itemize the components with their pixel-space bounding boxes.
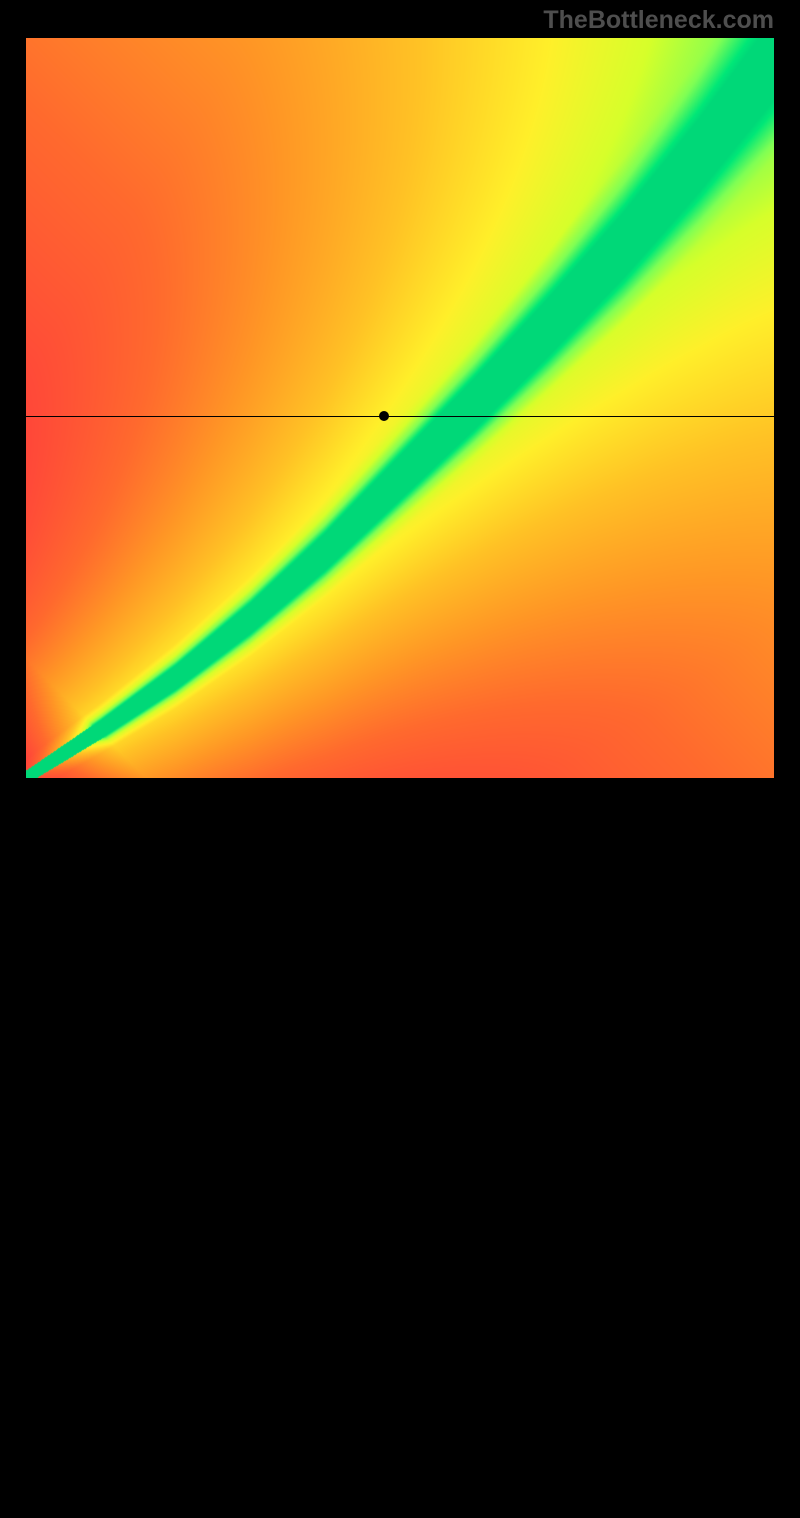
heatmap-plot-area bbox=[26, 38, 774, 778]
heatmap-canvas bbox=[26, 38, 774, 778]
crosshair-vertical-line bbox=[384, 778, 385, 1518]
crosshair-marker-dot bbox=[379, 411, 389, 421]
crosshair-horizontal-line bbox=[26, 416, 774, 417]
attribution-text: TheBottleneck.com bbox=[543, 6, 774, 35]
